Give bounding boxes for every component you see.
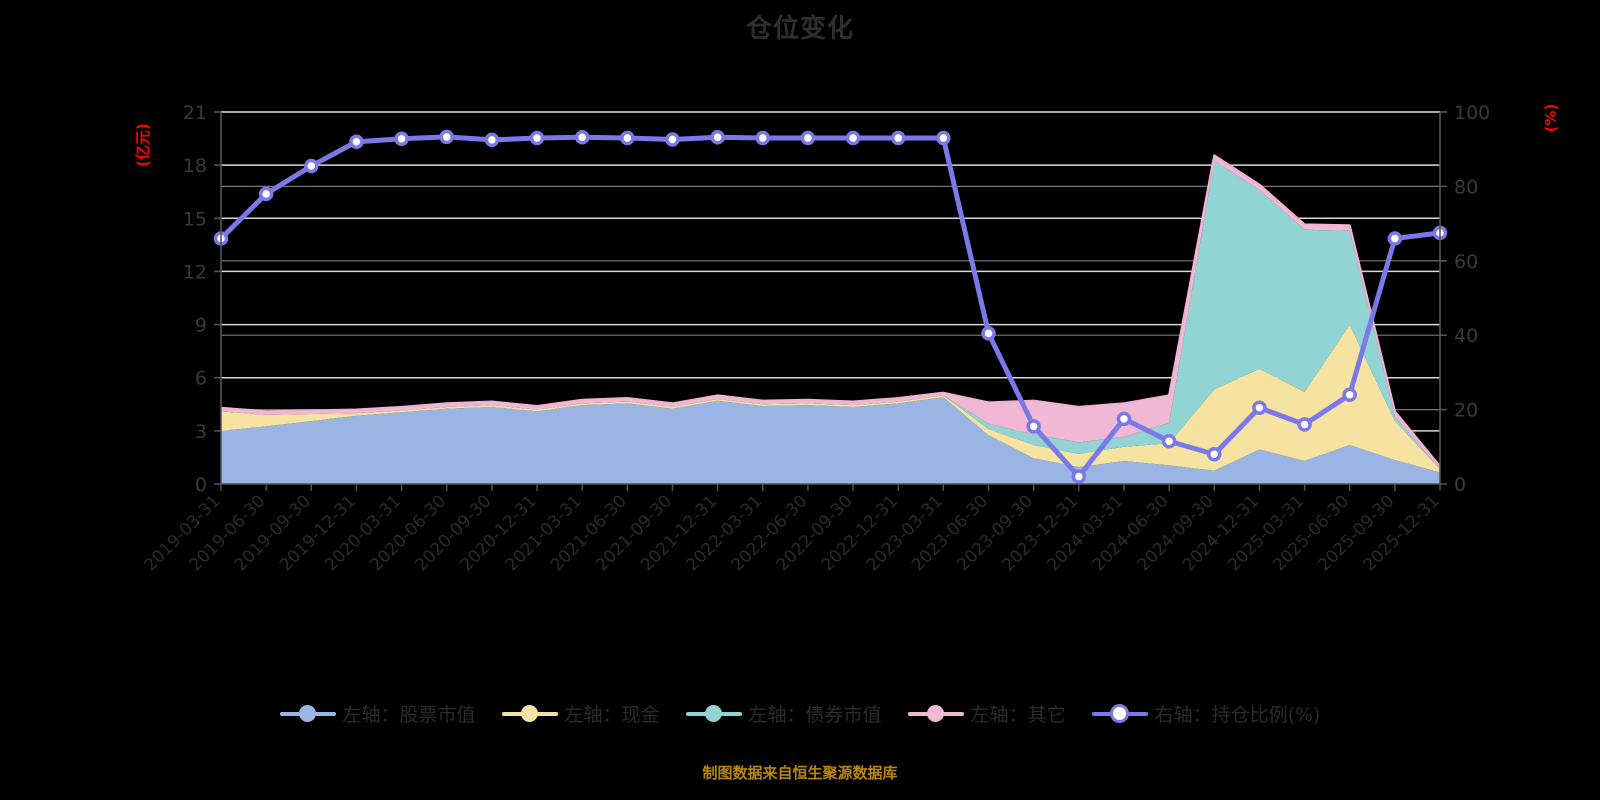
line-data-point[interactable]	[845, 130, 861, 146]
line-data-point[interactable]	[394, 131, 409, 147]
left-tick-label: 12	[183, 261, 207, 283]
left-tick-label: 18	[183, 155, 207, 177]
line-data-point[interactable]	[1387, 231, 1403, 246]
legend-item-label: 右轴：持仓比例(%)	[1154, 704, 1321, 726]
line-data-point[interactable]	[755, 130, 771, 146]
right-tick-label: 80	[1454, 176, 1478, 198]
line-data-point[interactable]	[1297, 417, 1312, 432]
legend-dot-icon	[705, 705, 723, 722]
page-title: 仓位变化	[745, 14, 854, 44]
line-data-point[interactable]	[620, 130, 635, 146]
line-data-point[interactable]	[665, 132, 680, 147]
line-series-holding-ratio	[218, 134, 1443, 480]
left-axis-unit-label: (亿元)	[134, 123, 152, 167]
line-data-point[interactable]	[800, 130, 816, 146]
left-tick-label: 9	[195, 315, 207, 337]
line-data-point[interactable]	[1252, 400, 1267, 415]
footer-note: 制图数据来自恒生聚源数据库	[702, 764, 898, 782]
chart-legend: 左轴：股票市值 左轴：现金 左轴：债券市值 左轴：其它 右轴：持仓比例(%)	[0, 700, 1600, 727]
legend-item[interactable]: 左轴：现金	[501, 700, 660, 727]
legend-dot-icon	[299, 705, 317, 722]
left-tick-label: 21	[183, 102, 207, 124]
legend-item-label: 左轴：股票市值	[342, 704, 476, 726]
line-data-point[interactable]	[1071, 469, 1087, 484]
legend-item[interactable]: 左轴：其它	[907, 700, 1066, 727]
line-data-point[interactable]	[1207, 446, 1222, 462]
line-data-point[interactable]	[710, 130, 725, 145]
line-data-point[interactable]	[936, 130, 951, 146]
legend-dot-icon	[927, 705, 945, 722]
right-tick-label: 20	[1454, 400, 1478, 422]
right-tick-label: 0	[1454, 474, 1466, 496]
legend-dot-icon	[521, 705, 539, 722]
area-series-1	[221, 397, 1440, 484]
line-data-point[interactable]	[1026, 419, 1041, 434]
line-data-point[interactable]	[574, 130, 590, 145]
legend-marker-icon	[279, 704, 336, 724]
area-series-3	[221, 160, 1440, 469]
right-axis-unit-label: (%)	[1542, 104, 1560, 133]
line-data-point[interactable]	[981, 326, 996, 341]
legend-dot-icon	[1110, 704, 1130, 723]
legend-item-label: 左轴：债券市值	[748, 704, 882, 726]
right-tick-label: 100	[1454, 102, 1490, 124]
line-data-point[interactable]	[1161, 433, 1177, 449]
right-tick-label: 40	[1454, 325, 1478, 347]
legend-item-label: 左轴：其它	[970, 704, 1066, 726]
legend-marker-icon	[685, 704, 742, 724]
left-tick-label: 15	[183, 208, 207, 230]
line-data-point[interactable]	[1342, 387, 1357, 402]
line-data-point[interactable]	[1116, 411, 1132, 427]
stack-outline	[220, 154, 1441, 467]
legend-item-label: 左轴：现金	[564, 704, 660, 726]
legend-marker-icon	[907, 704, 964, 724]
line-data-point[interactable]	[484, 132, 500, 148]
legend-item[interactable]: 左轴：股票市值	[279, 700, 476, 727]
line-data-point[interactable]	[439, 129, 454, 145]
legend-item[interactable]: 左轴：债券市值	[685, 700, 882, 727]
line-data-point[interactable]	[529, 130, 545, 146]
legend-marker-icon	[501, 704, 558, 724]
line-data-point[interactable]	[258, 186, 274, 202]
line-data-point[interactable]	[349, 134, 364, 150]
right-tick-label: 60	[1454, 251, 1478, 273]
left-tick-label: 0	[195, 474, 207, 496]
legend-item[interactable]: 右轴：持仓比例(%)	[1091, 700, 1321, 727]
left-tick-label: 3	[195, 421, 207, 443]
legend-marker-icon	[1091, 704, 1148, 724]
line-data-point[interactable]	[890, 130, 906, 146]
line-data-point[interactable]	[304, 158, 319, 174]
left-tick-label: 6	[195, 368, 207, 390]
